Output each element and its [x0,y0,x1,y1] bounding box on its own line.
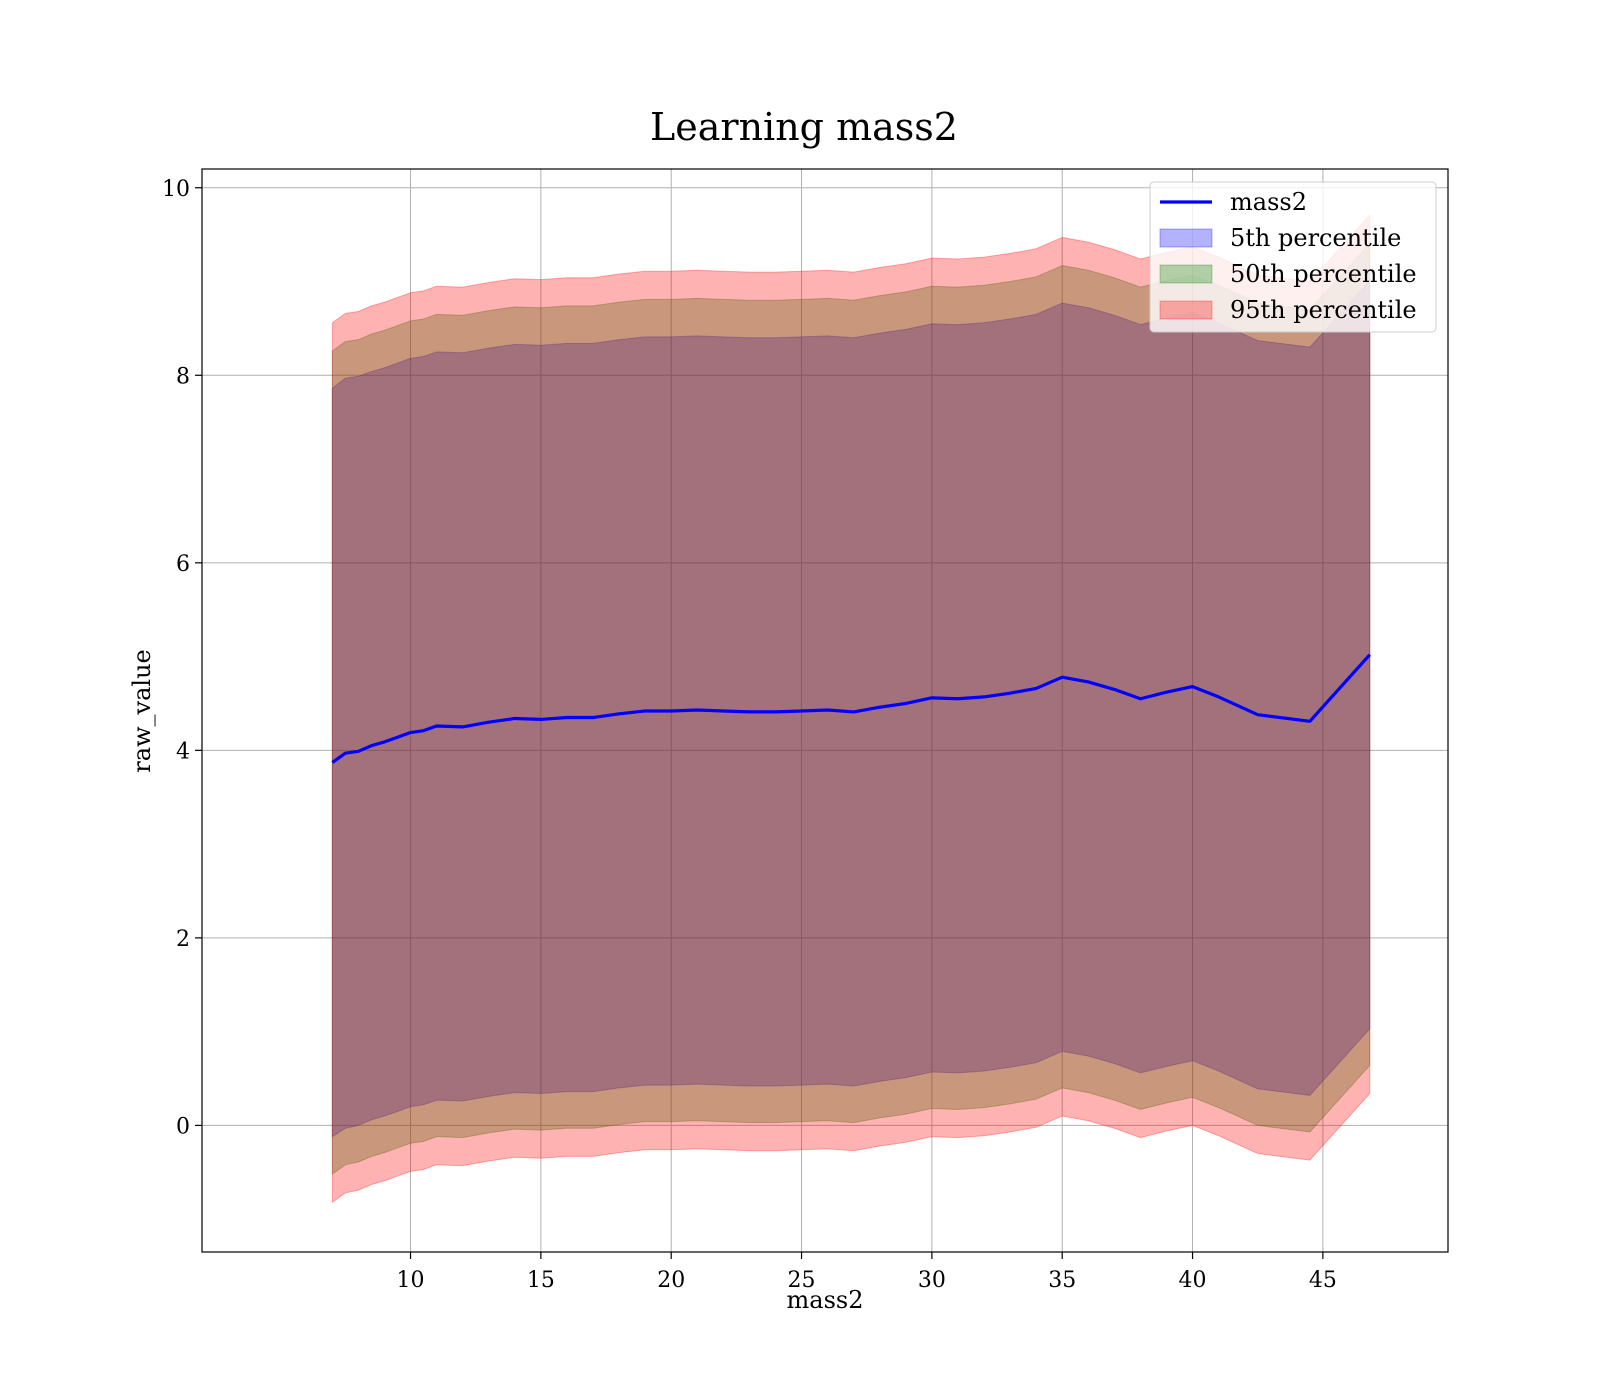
y-tick-label: 8 [176,364,190,389]
x-tick-label: 20 [657,1268,685,1293]
x-axis-label: mass2 [787,1286,864,1314]
legend-entry-label: 95th percentile [1230,296,1417,324]
legend-entry-label: 5th percentile [1230,224,1401,252]
x-tick-label: 30 [918,1268,946,1293]
legend: mass2 5th percentile 50th percentile 95th p… [1149,181,1437,333]
percentile-bands [331,213,1371,1204]
chart-title: Learning mass2 [650,105,958,149]
legend-patch-swatch [1159,264,1213,284]
x-tick-label: 15 [527,1268,555,1293]
mean-line [331,653,1371,764]
plot-frame [201,168,1449,1253]
legend-entry-label: mass2 [1230,188,1307,216]
y-tick-label: 0 [176,1114,190,1139]
y-tick-label: 10 [162,177,190,202]
band-5th-percentile [331,279,1371,1138]
y-tick-label: 2 [176,927,190,952]
x-tick-label: 40 [1179,1268,1207,1293]
legend-patch-swatch [1159,228,1213,248]
axis-ticks: 10 15 20 25 30 35 40 45 0 2 4 6 8 10 [162,177,1337,1293]
band-50th-percentile [331,241,1371,1176]
band-95th-percentile [331,213,1371,1204]
legend-box [1149,181,1437,333]
y-tick-label: 6 [176,552,190,577]
mean-line-layer [331,653,1371,764]
x-tick-label: 45 [1309,1268,1337,1293]
x-tick-label: 25 [788,1268,816,1293]
x-tick-label: 35 [1048,1268,1076,1293]
legend-patch-swatch [1159,300,1213,320]
legend-entry-label: 50th percentile [1230,260,1417,288]
y-tick-label: 4 [176,739,190,764]
x-tick-label: 10 [397,1268,425,1293]
y-axis-label: raw_value [128,649,156,773]
